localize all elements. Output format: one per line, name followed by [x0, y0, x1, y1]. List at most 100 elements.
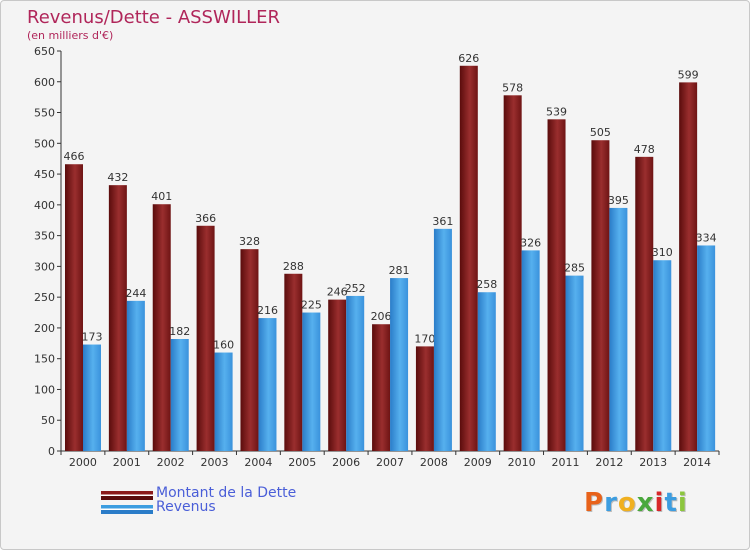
- data-label-dette: 478: [634, 143, 655, 156]
- bar-dette: [547, 119, 566, 452]
- x-tick-label: 2000: [69, 456, 97, 469]
- data-label-dette: 505: [590, 126, 611, 139]
- x-tick-label: 2007: [376, 456, 404, 469]
- bar-revenus: [170, 339, 189, 451]
- bar-dette: [108, 185, 127, 451]
- bar-dette: [415, 346, 434, 451]
- data-label-revenus: 334: [696, 231, 717, 244]
- bar-dette: [328, 299, 347, 451]
- data-label-dette: 539: [546, 105, 567, 118]
- x-tick-label: 2005: [288, 456, 316, 469]
- y-tick-label: 600: [34, 76, 55, 89]
- data-label-dette: 206: [371, 310, 392, 323]
- x-tick-label: 2001: [113, 456, 141, 469]
- data-label-revenus: 244: [125, 287, 146, 300]
- y-tick-label: 150: [34, 353, 55, 366]
- y-tick-label: 400: [34, 199, 55, 212]
- y-tick-label: 350: [34, 230, 55, 243]
- data-label-revenus: 225: [301, 299, 322, 312]
- logo-letter: r: [604, 488, 618, 518]
- bar-revenus: [302, 312, 321, 451]
- bar-revenus: [214, 352, 233, 451]
- x-tick-label: 2012: [595, 456, 623, 469]
- data-label-revenus: 395: [608, 194, 629, 207]
- bar-dette: [240, 249, 259, 451]
- legend-label-revenus: Revenus: [156, 499, 216, 515]
- y-tick-label: 0: [48, 445, 55, 458]
- proxiti-logo: Proxiti: [584, 488, 688, 518]
- y-tick-label: 100: [34, 383, 55, 396]
- data-label-revenus: 326: [520, 236, 541, 249]
- logo-letter: x: [636, 488, 655, 518]
- x-tick-label: 2002: [157, 456, 185, 469]
- data-label-revenus: 160: [213, 339, 234, 352]
- logo-letter: i: [677, 488, 688, 518]
- y-tick-label: 250: [34, 291, 55, 304]
- bar-revenus: [521, 250, 540, 451]
- data-label-revenus: 173: [82, 331, 103, 344]
- data-label-dette: 578: [502, 81, 523, 94]
- bar-dette: [679, 82, 698, 451]
- data-label-dette: 626: [458, 52, 479, 65]
- data-label-dette: 432: [107, 171, 128, 184]
- y-tick-label: 300: [34, 260, 55, 273]
- data-label-dette: 401: [151, 190, 172, 203]
- chart-title: Revenus/Dette - ASSWILLER: [27, 7, 281, 28]
- data-label-dette: 328: [239, 235, 260, 248]
- y-tick-label: 450: [34, 168, 55, 181]
- x-tick-label: 2010: [508, 456, 536, 469]
- y-tick-label: 500: [34, 137, 55, 150]
- data-label-revenus: 310: [652, 246, 673, 259]
- y-tick-label: 650: [34, 45, 55, 58]
- data-label-revenus: 281: [389, 264, 410, 277]
- bar-revenus: [390, 278, 409, 451]
- x-tick-label: 2009: [464, 456, 492, 469]
- x-tick-label: 2006: [332, 456, 360, 469]
- x-tick-label: 2014: [683, 456, 711, 469]
- data-label-dette: 288: [283, 260, 304, 273]
- bar-revenus: [653, 260, 672, 451]
- data-label-dette: 466: [64, 150, 85, 163]
- data-label-revenus: 182: [169, 325, 190, 338]
- legend-label-dette: Montant de la Dette: [156, 485, 297, 501]
- bar-dette: [635, 156, 654, 451]
- bar-dette: [372, 324, 391, 451]
- logo-letter: o: [617, 488, 637, 518]
- data-label-revenus: 361: [432, 215, 453, 228]
- x-tick-label: 2011: [551, 456, 579, 469]
- x-tick-label: 2008: [420, 456, 448, 469]
- x-tick-label: 2003: [201, 456, 229, 469]
- bar-dette: [284, 273, 303, 451]
- bar-revenus: [697, 245, 716, 451]
- bar-revenus: [477, 292, 496, 451]
- x-tick-label: 2013: [639, 456, 667, 469]
- x-tick-label: 2004: [244, 456, 272, 469]
- y-tick-label: 50: [41, 414, 55, 427]
- legend-swatch-dette: [101, 491, 153, 500]
- logo-letter: i: [654, 488, 665, 518]
- bar-revenus: [565, 275, 584, 451]
- logo-letter: t: [664, 488, 678, 518]
- bar-dette: [152, 204, 171, 451]
- bar-dette: [459, 65, 478, 452]
- logo-letter: P: [584, 488, 605, 518]
- chart-subtitle: (en milliers d'€): [27, 29, 114, 42]
- data-label-revenus: 216: [257, 304, 278, 317]
- bar-revenus: [609, 207, 628, 451]
- data-label-dette: 599: [678, 68, 699, 81]
- y-tick-label: 200: [34, 322, 55, 335]
- bar-dette: [503, 95, 522, 452]
- data-label-dette: 170: [414, 332, 435, 345]
- bar-dette: [591, 140, 610, 451]
- legend-swatch-revenus: [101, 505, 153, 514]
- bar-revenus: [433, 228, 452, 451]
- bar-dette: [65, 164, 83, 451]
- bar-revenus: [83, 344, 101, 451]
- data-label-revenus: 258: [476, 278, 497, 291]
- data-label-revenus: 252: [345, 282, 366, 295]
- data-label-dette: 246: [327, 286, 348, 299]
- y-tick-label: 550: [34, 107, 55, 120]
- bar-dette: [196, 225, 215, 451]
